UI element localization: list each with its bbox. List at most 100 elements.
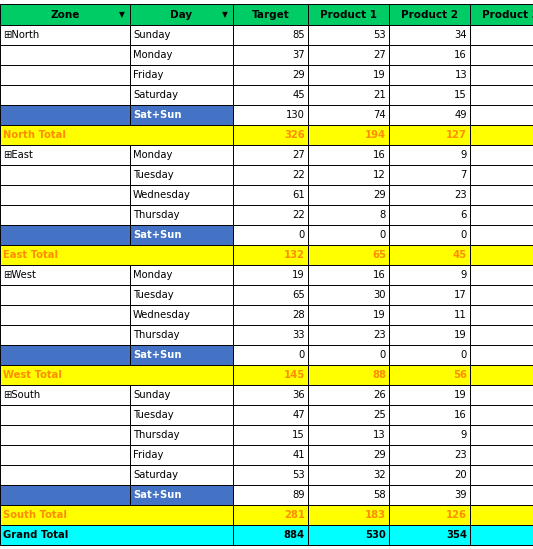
Bar bbox=[470, 45, 533, 65]
Bar bbox=[0, 185, 130, 205]
Text: 22: 22 bbox=[292, 210, 305, 220]
Bar bbox=[0, 305, 130, 325]
Text: 0: 0 bbox=[461, 230, 467, 240]
Text: 25: 25 bbox=[373, 410, 386, 420]
Text: 89: 89 bbox=[293, 490, 305, 500]
Bar bbox=[308, 105, 389, 125]
Bar bbox=[389, 265, 470, 285]
Bar bbox=[0, 325, 130, 345]
Bar bbox=[233, 305, 308, 325]
Text: 23: 23 bbox=[454, 450, 467, 460]
Bar bbox=[470, 205, 533, 225]
Bar bbox=[0, 4, 130, 25]
Text: Tuesday: Tuesday bbox=[133, 290, 174, 300]
Text: 41: 41 bbox=[293, 450, 305, 460]
Bar bbox=[308, 225, 389, 245]
Text: 88: 88 bbox=[372, 370, 386, 380]
Text: 53: 53 bbox=[293, 470, 305, 480]
Bar bbox=[0, 365, 233, 385]
Text: Thursday: Thursday bbox=[133, 210, 180, 220]
Bar bbox=[0, 425, 130, 445]
Text: Grand Total: Grand Total bbox=[3, 530, 68, 540]
Text: Wednesday: Wednesday bbox=[133, 310, 191, 320]
Text: 16: 16 bbox=[454, 410, 467, 420]
Text: 281: 281 bbox=[284, 510, 305, 520]
Text: 9: 9 bbox=[461, 270, 467, 280]
Bar bbox=[130, 325, 233, 345]
Text: Friday: Friday bbox=[133, 450, 164, 460]
Bar bbox=[308, 385, 389, 405]
Bar bbox=[308, 25, 389, 45]
Bar bbox=[130, 345, 233, 365]
Bar bbox=[389, 4, 470, 25]
Bar bbox=[233, 185, 308, 205]
Bar bbox=[470, 465, 533, 485]
Bar bbox=[470, 345, 533, 365]
Text: 19: 19 bbox=[373, 70, 386, 80]
Bar bbox=[130, 445, 233, 465]
Text: 58: 58 bbox=[374, 490, 386, 500]
Text: 183: 183 bbox=[365, 510, 386, 520]
Bar bbox=[389, 65, 470, 85]
Bar bbox=[389, 45, 470, 65]
Bar bbox=[470, 165, 533, 185]
Text: 74: 74 bbox=[374, 110, 386, 120]
Bar bbox=[130, 165, 233, 185]
Bar bbox=[0, 65, 130, 85]
Bar bbox=[470, 265, 533, 285]
Bar bbox=[470, 85, 533, 105]
Text: 11: 11 bbox=[454, 310, 467, 320]
Text: Friday: Friday bbox=[133, 70, 164, 80]
Text: Saturday: Saturday bbox=[133, 470, 178, 480]
Bar bbox=[233, 485, 308, 505]
Bar bbox=[130, 4, 233, 25]
Bar bbox=[308, 45, 389, 65]
Bar bbox=[0, 465, 130, 485]
Text: 47: 47 bbox=[293, 410, 305, 420]
Bar bbox=[389, 105, 470, 125]
Text: 65: 65 bbox=[292, 290, 305, 300]
Bar bbox=[130, 305, 233, 325]
Text: 29: 29 bbox=[373, 190, 386, 200]
Text: 354: 354 bbox=[446, 530, 467, 540]
Text: 884: 884 bbox=[284, 530, 305, 540]
Bar bbox=[389, 245, 470, 265]
Text: 61: 61 bbox=[292, 190, 305, 200]
Bar bbox=[0, 205, 130, 225]
Bar bbox=[233, 25, 308, 45]
Text: 23: 23 bbox=[374, 330, 386, 340]
Bar bbox=[389, 125, 470, 145]
Text: Thursday: Thursday bbox=[133, 330, 180, 340]
Bar bbox=[233, 65, 308, 85]
Text: 7: 7 bbox=[461, 170, 467, 180]
Bar bbox=[470, 225, 533, 245]
Text: North Total: North Total bbox=[3, 130, 66, 140]
Text: 326: 326 bbox=[284, 130, 305, 140]
Bar bbox=[233, 425, 308, 445]
Text: ⊞West: ⊞West bbox=[3, 270, 36, 280]
Text: 0: 0 bbox=[461, 350, 467, 360]
Bar bbox=[308, 285, 389, 305]
Text: 8: 8 bbox=[379, 210, 386, 220]
Bar bbox=[0, 45, 130, 65]
Bar bbox=[389, 285, 470, 305]
Bar bbox=[308, 525, 389, 545]
Bar bbox=[308, 485, 389, 505]
Text: 27: 27 bbox=[373, 50, 386, 60]
Text: 6: 6 bbox=[461, 210, 467, 220]
Bar bbox=[130, 465, 233, 485]
Bar bbox=[233, 445, 308, 465]
Bar bbox=[470, 125, 533, 145]
Text: 29: 29 bbox=[292, 70, 305, 80]
Text: 16: 16 bbox=[373, 270, 386, 280]
Bar bbox=[308, 425, 389, 445]
Bar bbox=[470, 4, 533, 25]
Bar bbox=[389, 505, 470, 525]
Bar bbox=[308, 85, 389, 105]
Bar bbox=[470, 385, 533, 405]
Bar bbox=[470, 105, 533, 125]
Bar bbox=[233, 345, 308, 365]
Text: 23: 23 bbox=[454, 190, 467, 200]
Bar bbox=[130, 225, 233, 245]
Bar bbox=[130, 145, 233, 165]
